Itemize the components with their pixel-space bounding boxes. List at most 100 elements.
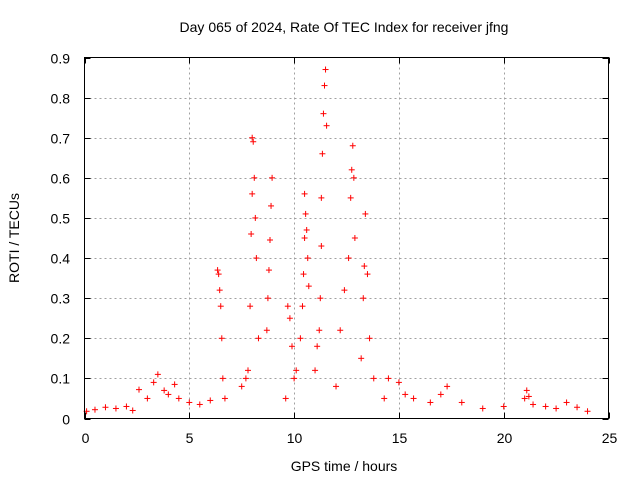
data-point xyxy=(215,271,222,278)
y-tick-label: 0.2 xyxy=(51,331,71,347)
data-point xyxy=(299,303,306,310)
data-point xyxy=(302,210,309,217)
data-point xyxy=(269,174,276,181)
y-tick-label: 0.9 xyxy=(51,51,71,67)
data-point xyxy=(297,335,304,342)
data-point xyxy=(361,263,368,270)
plot-frame xyxy=(84,57,609,419)
data-point xyxy=(479,405,486,412)
data-point xyxy=(207,397,214,404)
data-point xyxy=(112,405,119,412)
data-point xyxy=(264,295,271,302)
data-point xyxy=(395,379,402,386)
x-tick-label: 10 xyxy=(287,430,303,446)
y-tick-label: 0.6 xyxy=(51,171,71,187)
x-tick-label: 20 xyxy=(497,430,513,446)
data-point xyxy=(358,355,365,362)
data-point xyxy=(123,403,130,410)
data-point xyxy=(317,295,324,302)
data-point xyxy=(337,327,344,334)
data-point xyxy=(312,367,319,374)
data-point xyxy=(525,393,532,400)
x-axis-label: GPS time / hours xyxy=(291,458,398,474)
data-point xyxy=(282,395,289,402)
data-point xyxy=(318,243,325,250)
data-point xyxy=(301,190,308,197)
data-point xyxy=(349,142,356,149)
data-point xyxy=(216,287,223,294)
data-point xyxy=(321,82,328,89)
data-point xyxy=(135,386,142,393)
data-point xyxy=(305,283,312,290)
data-point xyxy=(304,255,311,262)
y-tick-label: 0.4 xyxy=(51,251,71,267)
data-point xyxy=(584,408,591,415)
data-point xyxy=(362,210,369,217)
data-point xyxy=(542,403,549,410)
data-point xyxy=(244,367,251,374)
y-tick-label: 0 xyxy=(62,412,70,428)
data-point xyxy=(300,271,307,278)
data-point xyxy=(574,404,581,411)
data-point xyxy=(381,395,388,402)
x-tick-label: 15 xyxy=(392,430,408,446)
data-point xyxy=(291,375,298,382)
data-point xyxy=(314,343,321,350)
data-point xyxy=(319,150,326,157)
x-tick-label: 5 xyxy=(186,430,194,446)
data-point xyxy=(351,235,358,241)
data-point xyxy=(91,406,98,413)
data-point xyxy=(523,387,530,394)
x-tick-label: 25 xyxy=(602,430,618,446)
data-point xyxy=(530,401,537,408)
data-point xyxy=(249,190,256,197)
axis-ticks: 0 5 10 15 20 25 0 0.1 0.2 0.3 0.4 0.5 0.6 0.7 0.8 0.9 xyxy=(51,51,618,447)
data-point xyxy=(563,399,570,406)
y-tick-label: 0.3 xyxy=(51,291,71,307)
data-point xyxy=(263,327,270,334)
data-point xyxy=(284,303,291,310)
data-point xyxy=(250,138,257,145)
data-point xyxy=(154,371,161,378)
data-point xyxy=(341,287,348,294)
data-point xyxy=(268,202,275,209)
y-tick-label: 0.7 xyxy=(51,131,71,147)
data-point xyxy=(427,399,434,406)
data-point xyxy=(238,383,245,390)
data-point xyxy=(345,255,352,262)
data-point xyxy=(364,271,371,278)
data-point xyxy=(248,230,255,237)
data-point xyxy=(366,335,373,342)
data-point xyxy=(385,375,392,382)
data-point xyxy=(360,295,367,302)
data-point xyxy=(458,399,465,406)
data-point xyxy=(410,395,417,402)
data-point xyxy=(266,237,273,244)
data-point xyxy=(255,335,262,342)
data-point xyxy=(242,375,249,382)
y-tick-label: 0.1 xyxy=(51,371,71,387)
data-point xyxy=(333,383,340,390)
data-point xyxy=(218,335,225,342)
data-point xyxy=(500,403,507,410)
data-point xyxy=(186,399,193,406)
data-point xyxy=(348,166,355,173)
data-point xyxy=(251,174,258,181)
data-point xyxy=(293,367,300,374)
data-point xyxy=(249,134,256,141)
data-point xyxy=(171,381,178,388)
data-point xyxy=(320,110,327,117)
data-point xyxy=(316,327,323,334)
data-point xyxy=(221,395,228,402)
data-point xyxy=(322,66,329,73)
data-point xyxy=(129,407,136,414)
data-point xyxy=(144,395,151,402)
data-point xyxy=(323,122,330,129)
data-point xyxy=(247,303,254,310)
data-point xyxy=(175,395,182,402)
data-point xyxy=(265,267,272,274)
data-point xyxy=(150,379,157,386)
y-axis-label: ROTI / TECUs xyxy=(6,193,22,283)
data-point xyxy=(252,214,259,221)
data-point xyxy=(444,383,451,390)
